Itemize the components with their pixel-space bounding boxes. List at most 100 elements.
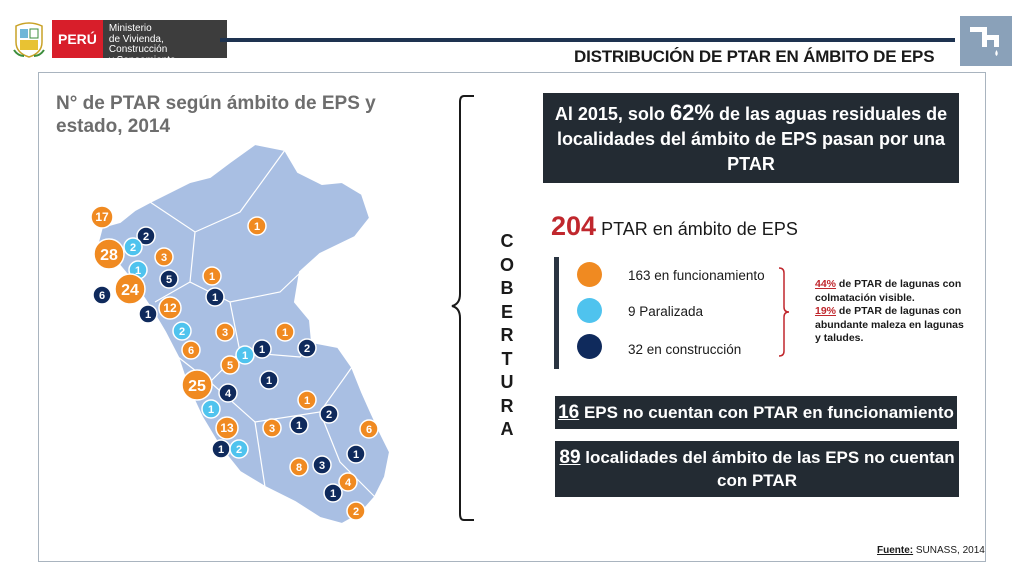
map-marker-paralizada: 2 bbox=[172, 321, 192, 341]
ptar-total: 204 PTAR en ámbito de EPS bbox=[551, 211, 798, 242]
map-marker-circle bbox=[229, 439, 249, 459]
map-marker-construccion: 5 bbox=[159, 269, 179, 289]
ministry-logo: PERÚ Ministerio de Vivienda, Construcció… bbox=[12, 20, 227, 65]
note2-percent: 19% bbox=[815, 305, 837, 317]
map-marker-value: 1 bbox=[208, 404, 214, 416]
coverage-letter: O bbox=[499, 254, 514, 275]
box1-text-pre: Al 2015, solo bbox=[554, 104, 670, 124]
map-marker-funcionamiento: 2 bbox=[346, 501, 366, 521]
note1-text: de PTAR de lagunas con colmatación visib… bbox=[815, 278, 962, 304]
content-panel bbox=[38, 72, 986, 562]
map-marker-funcionamiento: 17 bbox=[90, 205, 114, 229]
map-marker-construccion: 1 bbox=[252, 339, 272, 359]
map-marker-funcionamiento: 6 bbox=[359, 419, 379, 439]
map-marker-value: 1 bbox=[353, 449, 359, 461]
map-marker-value: 3 bbox=[269, 423, 275, 435]
source-label: Fuente: bbox=[877, 545, 914, 556]
map-marker-circle bbox=[297, 338, 317, 358]
map-marker-circle bbox=[259, 370, 279, 390]
map-marker-funcionamiento: 1 bbox=[247, 216, 267, 236]
map-marker-circle bbox=[181, 369, 213, 401]
map-marker-funcionamiento: 24 bbox=[114, 273, 146, 305]
box2-number: 16 bbox=[558, 402, 580, 423]
map-marker-construccion: 1 bbox=[346, 444, 366, 464]
legend-label-construccion: 32 en construcción bbox=[628, 342, 742, 357]
map-marker-circle bbox=[247, 216, 267, 236]
ministry-name: Ministerio de Vivienda, Construcción y S… bbox=[102, 20, 227, 65]
ministry-line-2: de Vivienda, Construcción bbox=[108, 33, 168, 55]
map-marker-value: 2 bbox=[326, 409, 332, 421]
map-marker-value: 6 bbox=[366, 424, 372, 436]
map-marker-construccion: 4 bbox=[218, 383, 238, 403]
map-marker-funcionamiento: 4 bbox=[338, 472, 358, 492]
eps-without-ptar-box: 16 EPS no cuentan con PTAR en funcionami… bbox=[555, 396, 957, 429]
coverage-letter: R bbox=[500, 395, 514, 416]
map-marker-value: 1 bbox=[242, 350, 248, 362]
coverage-letter: B bbox=[500, 278, 514, 298]
map-marker-value: 1 bbox=[330, 488, 336, 500]
legend-bar bbox=[554, 257, 559, 369]
lagoon-notes: 44% de PTAR de lagunas con colmatación v… bbox=[815, 278, 970, 346]
map-marker-value: 1 bbox=[304, 395, 310, 407]
map-marker-value: 1 bbox=[209, 271, 215, 283]
map-marker-circle bbox=[114, 273, 146, 305]
source-text: SUNASS, 2014 bbox=[913, 545, 985, 556]
coverage-vertical-label: C O B E R T U R A bbox=[498, 230, 516, 442]
map-marker-construccion: 3 bbox=[312, 455, 332, 475]
map-marker-circle bbox=[123, 237, 143, 257]
map-marker-circle bbox=[275, 322, 295, 342]
map-marker-funcionamiento: 3 bbox=[262, 418, 282, 438]
map-marker-value: 2 bbox=[130, 242, 136, 254]
map-marker-circle bbox=[158, 296, 182, 320]
legend-label-paralizada: 9 Paralizada bbox=[628, 304, 704, 319]
map-marker-construccion: 2 bbox=[319, 404, 339, 424]
map-marker-circle bbox=[215, 416, 239, 440]
map-marker-value: 8 bbox=[296, 462, 302, 474]
map-marker-value: 4 bbox=[345, 477, 352, 489]
legend-label-funcionamiento: 163 en funcionamiento bbox=[628, 268, 765, 283]
map-marker-funcionamiento: 13 bbox=[215, 416, 239, 440]
map-marker-construccion: 1 bbox=[323, 483, 343, 503]
box2-text: EPS no cuentan con PTAR en funcionamient… bbox=[579, 403, 954, 422]
map-marker-value: 13 bbox=[220, 421, 234, 435]
map-marker-circle bbox=[159, 269, 179, 289]
header-rule bbox=[220, 38, 955, 42]
map-marker-circle bbox=[297, 390, 317, 410]
map-marker-construccion: 1 bbox=[205, 287, 225, 307]
map-marker-value: 2 bbox=[143, 231, 149, 243]
map-marker-circle bbox=[346, 444, 366, 464]
map-marker-circle bbox=[92, 285, 112, 305]
map-marker-circle bbox=[201, 399, 221, 419]
map-marker-value: 1 bbox=[282, 327, 288, 339]
map-marker-value: 3 bbox=[319, 460, 325, 472]
coverage-letter: T bbox=[501, 348, 513, 369]
map-marker-value: 1 bbox=[296, 420, 302, 432]
map-marker-value: 1 bbox=[259, 344, 265, 356]
map-marker-funcionamiento: 8 bbox=[289, 457, 309, 477]
map-marker-funcionamiento: 3 bbox=[215, 322, 235, 342]
faucet-icon bbox=[960, 16, 1012, 66]
legend-dot-paralizada bbox=[577, 298, 602, 323]
map-marker-value: 2 bbox=[236, 444, 242, 456]
map-marker-funcionamiento: 28 bbox=[93, 238, 125, 270]
map-marker-value: 1 bbox=[218, 444, 224, 456]
map-marker-circle bbox=[90, 205, 114, 229]
map-marker-circle bbox=[359, 419, 379, 439]
map-marker-paralizada: 2 bbox=[123, 237, 143, 257]
ptar-total-number: 204 bbox=[551, 211, 597, 241]
map-marker-value: 5 bbox=[166, 274, 172, 286]
map-marker-circle bbox=[220, 355, 240, 375]
legend-dot-construccion bbox=[577, 334, 602, 359]
map-marker-funcionamiento: 5 bbox=[220, 355, 240, 375]
ministry-line-1: Ministerio bbox=[108, 23, 152, 34]
map-marker-circle bbox=[138, 304, 158, 324]
map-marker-funcionamiento: 25 bbox=[181, 369, 213, 401]
map-marker-value: 2 bbox=[179, 326, 185, 338]
header: PERÚ Ministerio de Vivienda, Construcció… bbox=[0, 0, 1024, 76]
map-marker-circle bbox=[346, 501, 366, 521]
map-marker-circle bbox=[205, 287, 225, 307]
map-marker-value: 12 bbox=[163, 301, 177, 315]
map-marker-value: 1 bbox=[254, 221, 260, 233]
peru-outline bbox=[96, 142, 392, 526]
